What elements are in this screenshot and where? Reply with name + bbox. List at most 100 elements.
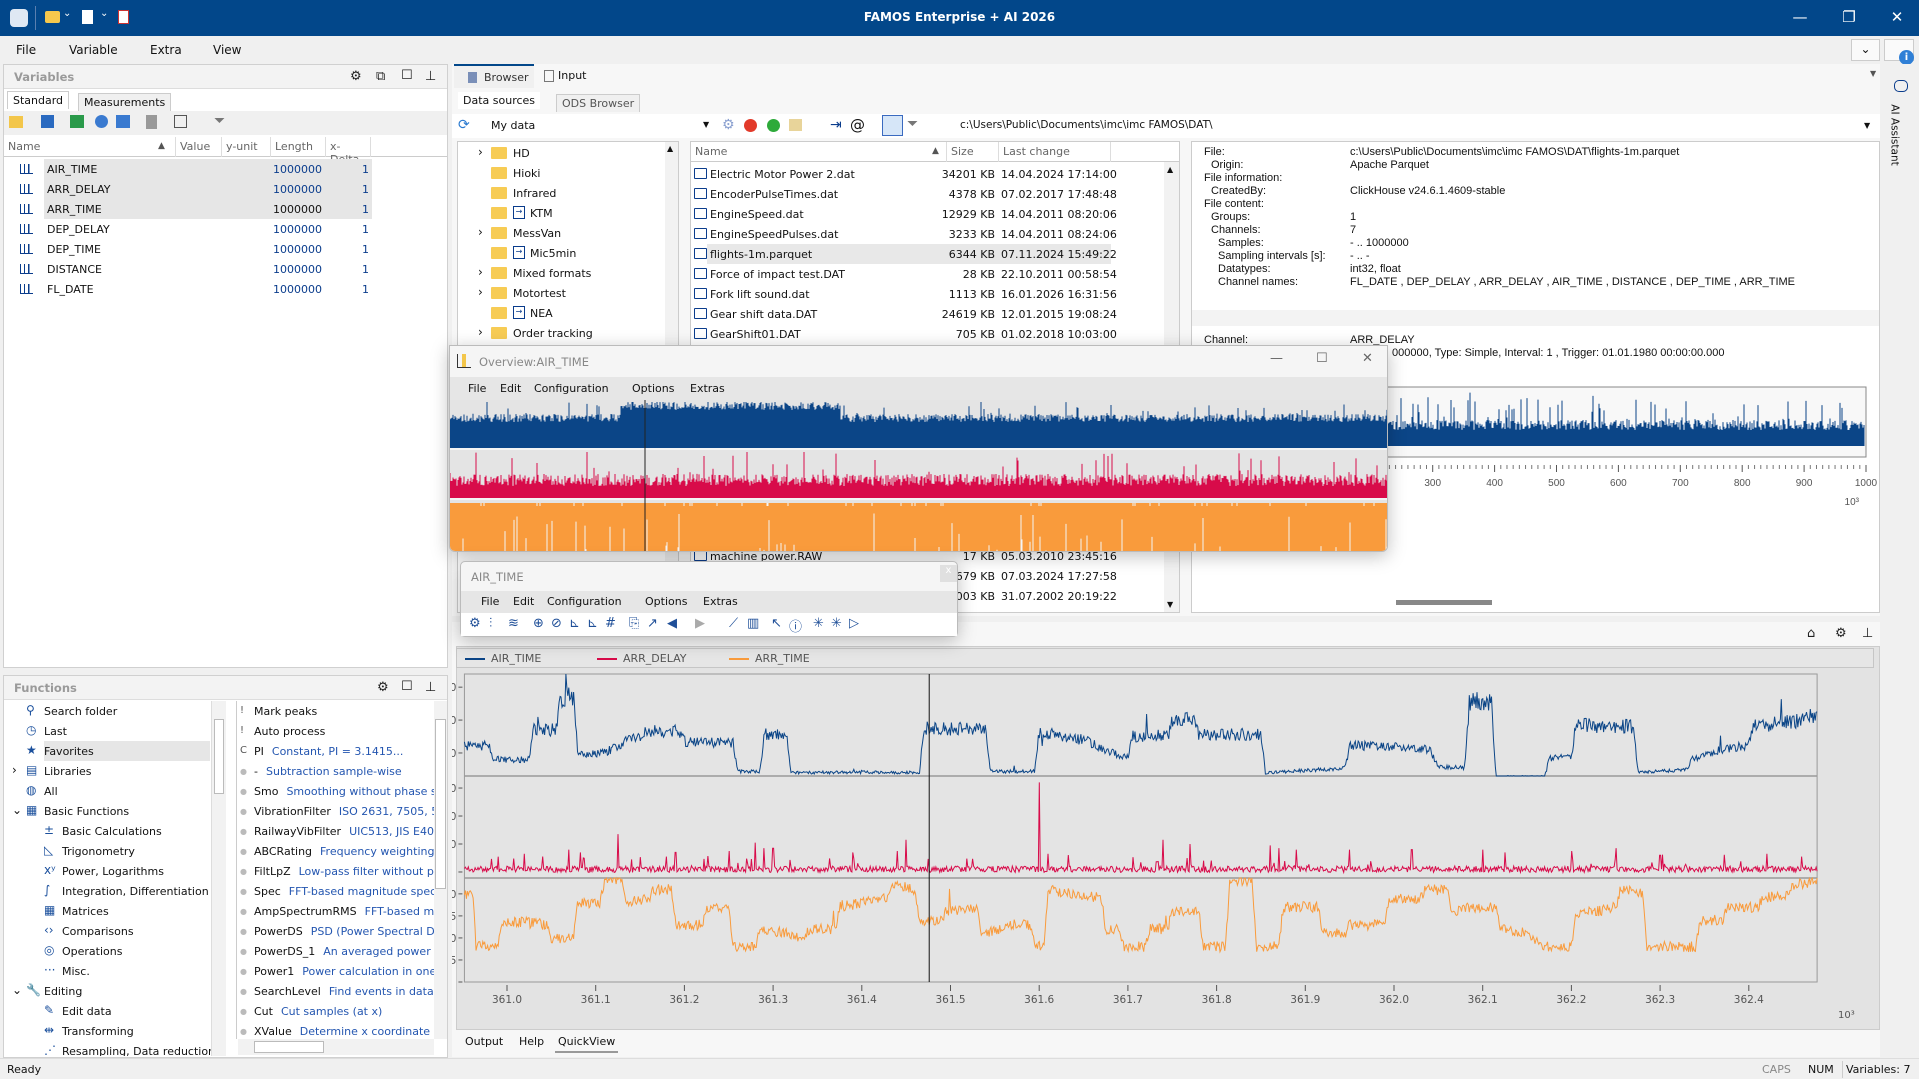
restore-button[interactable]: ❐ xyxy=(1834,8,1864,26)
file-row[interactable]: EncoderPulseTimes.dat4378 KB07.02.2017 1… xyxy=(691,184,1163,204)
menu-file[interactable]: File xyxy=(481,595,499,608)
function-item[interactable]: ●PowerDS_1An averaged power spe xyxy=(237,941,436,961)
column-name[interactable]: Name xyxy=(691,142,947,162)
menu-view[interactable]: View xyxy=(213,43,241,57)
column-y-unit[interactable]: y-unit xyxy=(222,137,271,157)
filter-icon[interactable]: ⏷ xyxy=(214,113,225,129)
refresh-icon[interactable]: ⟳ xyxy=(458,117,470,133)
function-category[interactable]: ⋰Resampling, Data reduction xyxy=(6,1041,211,1056)
function-item[interactable]: ●XValueDetermine x coordinate xyxy=(237,1021,430,1039)
column-name[interactable]: Name xyxy=(4,137,176,157)
function-category[interactable]: ◍All xyxy=(6,781,211,801)
folder-item[interactable]: →KTM xyxy=(458,203,678,223)
close-button[interactable]: x xyxy=(940,565,957,582)
variable-row[interactable]: AIR_TIME10000001 xyxy=(4,159,447,179)
import-icon[interactable]: ⇥ xyxy=(830,117,842,133)
chevron-right-icon[interactable]: › xyxy=(12,763,17,777)
chevron-down-icon[interactable]: ▼ xyxy=(1864,121,1870,130)
function-item[interactable]: CPIConstant, PI = 3.1415... xyxy=(237,741,403,761)
pin-icon[interactable]: ⊥ xyxy=(425,680,436,695)
variable-row[interactable]: FL_DATE10000001 xyxy=(4,279,447,299)
function-category[interactable]: ⌄▦Basic Functions xyxy=(6,801,211,821)
function-item[interactable]: ●RailwayVibFilterUIC513, JIS E4023 xyxy=(237,821,436,841)
zoom-in-icon[interactable]: ⊕ xyxy=(533,616,544,631)
info-icon[interactable]: i xyxy=(1884,39,1914,61)
forward-icon[interactable]: ▶ xyxy=(695,616,705,631)
grid-icon[interactable]: # xyxy=(605,616,616,631)
function-item[interactable]: ●ABCRatingFrequency weighting as xyxy=(237,841,436,861)
function-category[interactable]: ‹›Comparisons xyxy=(6,921,211,941)
function-category[interactable]: xʸPower, Logarithms xyxy=(6,861,211,881)
gear-icon[interactable]: ⚙ xyxy=(377,680,389,695)
function-item[interactable]: ●FiltLpZLow-pass filter without phas xyxy=(237,861,436,881)
menu-file[interactable]: File xyxy=(16,43,36,57)
chevron-right-icon[interactable]: › xyxy=(478,325,483,339)
preview-scrollbar[interactable] xyxy=(1396,600,1492,605)
overview-icon[interactable]: ≋ xyxy=(508,616,519,631)
chevron-right-icon[interactable]: › xyxy=(478,145,483,159)
function-category[interactable]: ⌄🔧Editing xyxy=(6,981,211,1001)
chart-icon[interactable] xyxy=(70,115,84,128)
function-category[interactable]: ✎Edit data xyxy=(6,1001,211,1021)
tab-measurements[interactable]: Measurements xyxy=(78,93,171,111)
pin-icon[interactable]: ⊥ xyxy=(425,69,436,84)
column-value[interactable]: Value xyxy=(176,137,222,157)
column-size[interactable]: Size xyxy=(947,142,999,162)
data-source-select[interactable]: My data ▼ xyxy=(485,115,715,137)
bar-chart-icon[interactable]: ▥ xyxy=(747,616,759,631)
path-field[interactable]: c:\Users\Public\Documents\imc\imc FAMOS\… xyxy=(956,115,1879,137)
tab-ods-browser[interactable]: ODS Browser xyxy=(556,94,640,112)
export-icon[interactable]: ↗ xyxy=(647,616,658,631)
maximize-icon[interactable]: ☐ xyxy=(401,679,413,694)
file-row[interactable]: Force of impact test.DAT28 KB22.10.2011 … xyxy=(691,264,1163,284)
undock-icon[interactable]: ⧉ xyxy=(376,69,385,84)
column-last-change[interactable]: Last change xyxy=(999,142,1111,162)
function-category[interactable]: ▦Matrices xyxy=(6,901,211,921)
file-row[interactable]: Gear shift data.DAT24619 KB12.01.2015 19… xyxy=(691,304,1163,324)
file-row[interactable]: EngineSpeed.dat12929 KB14.04.2011 08:20:… xyxy=(691,204,1163,224)
folder-item[interactable]: ›MessVan xyxy=(458,223,678,243)
delete-icon[interactable] xyxy=(146,115,157,129)
pane-menu-icon[interactable]: ▼ xyxy=(1870,69,1876,78)
tree-scrollbar[interactable] xyxy=(211,701,226,1056)
function-category[interactable]: ◎Operations xyxy=(6,941,211,961)
folder-item[interactable]: →NEA xyxy=(458,303,678,323)
function-item[interactable]: !Auto process xyxy=(237,721,325,741)
menu-extras[interactable]: Extras xyxy=(690,382,725,395)
channels-icon[interactable]: ⫶ xyxy=(489,616,492,631)
file-row[interactable]: EngineSpeedPulses.dat3233 KB14.04.2011 0… xyxy=(691,224,1163,244)
folder-item[interactable]: ›Order tracking xyxy=(458,323,678,343)
file-row[interactable]: Electric Motor Power 2.dat34201 KB14.04.… xyxy=(691,164,1163,184)
menu-options[interactable]: Options xyxy=(645,595,687,608)
tab-output[interactable]: Output xyxy=(465,1035,503,1048)
function-category[interactable]: ⚲Search folder xyxy=(6,701,211,721)
config-icon[interactable]: ⚙ xyxy=(469,616,481,631)
cursor-icon[interactable]: ↖ xyxy=(771,616,782,631)
function-category[interactable]: ∫Integration, Differentiation xyxy=(6,881,211,901)
overview-strips[interactable] xyxy=(450,400,1388,552)
quickview-chart[interactable]: 501001502004006005101520361.0361.1361.23… xyxy=(452,660,1872,1030)
menu-configuration[interactable]: Configuration xyxy=(547,595,622,608)
settings-icon[interactable]: ⚙ xyxy=(722,117,735,133)
menu-extras[interactable]: Extras xyxy=(703,595,738,608)
folder-item[interactable]: ›Motortest xyxy=(458,283,678,303)
tree-view-icon[interactable] xyxy=(174,115,187,128)
menu-options[interactable]: Options xyxy=(632,382,674,395)
at-icon[interactable]: @ xyxy=(850,116,865,134)
list-scrollbar[interactable] xyxy=(434,701,447,1039)
folder-item[interactable]: ›Mixed formats xyxy=(458,263,678,283)
variable-row[interactable]: DEP_DELAY10000001 xyxy=(4,219,447,239)
edit-source-icon[interactable] xyxy=(789,119,802,131)
folder-item[interactable]: →Mic5min xyxy=(458,243,678,263)
preview-toggle-icon[interactable] xyxy=(882,115,903,136)
tab-data-sources[interactable]: Data sources xyxy=(458,92,540,109)
function-item[interactable]: ●CutCut samples (at x) xyxy=(237,1001,382,1021)
function-category[interactable]: ◷Last xyxy=(6,721,211,741)
zoom-reset-icon[interactable]: ⊘ xyxy=(551,616,562,631)
function-item[interactable]: ●PowerDSPSD (Power Spectral Dens xyxy=(237,921,436,941)
add-icon[interactable] xyxy=(767,119,780,132)
function-item[interactable]: ●-Subtraction sample-wise xyxy=(237,761,402,781)
column-x-delta[interactable]: x-Delta xyxy=(326,137,371,157)
maximize-icon[interactable]: ☐ xyxy=(401,68,413,83)
function-item[interactable]: ●SearchLevelFind events in data at xyxy=(237,981,436,1001)
